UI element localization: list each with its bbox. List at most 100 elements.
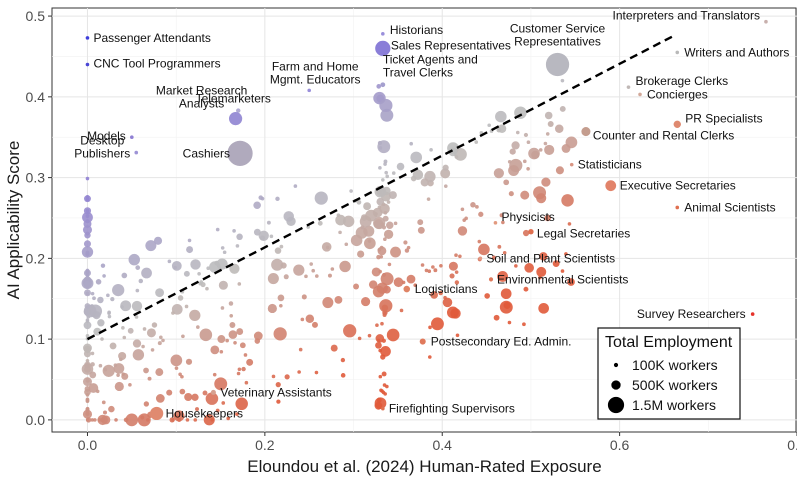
point-label-line: Telemarketers bbox=[196, 92, 271, 106]
occupation-point bbox=[500, 288, 512, 300]
occupation-point bbox=[184, 304, 189, 309]
occupation-point bbox=[382, 215, 389, 222]
occupation-point bbox=[103, 367, 108, 372]
occupation-point bbox=[85, 347, 90, 352]
occupation-point bbox=[83, 240, 92, 248]
point-label-market-research-analysts: Market Research Analysts bbox=[156, 84, 247, 111]
occupation-point bbox=[110, 296, 115, 302]
point-label-line: Firefighting Supervisors bbox=[389, 402, 515, 416]
background-points bbox=[81, 78, 578, 427]
legend-symbol bbox=[611, 380, 621, 390]
point-farm-and-home-mgmt-educators bbox=[307, 88, 312, 93]
occupation-point bbox=[560, 78, 565, 83]
occupation-point bbox=[217, 335, 226, 344]
point-label-firefighting-supervisors: Firefighting Supervisors bbox=[389, 402, 515, 416]
point-counter-and-rental-clerks bbox=[581, 127, 591, 137]
occupation-point bbox=[107, 314, 112, 319]
point-market-research-analysts bbox=[228, 112, 243, 126]
point-label-line: Executive Secretaries bbox=[620, 179, 736, 193]
occupation-point bbox=[283, 274, 289, 280]
occupation-point bbox=[128, 383, 132, 387]
occupation-point bbox=[379, 245, 384, 250]
trend-line bbox=[86, 35, 674, 341]
occupation-point bbox=[275, 196, 280, 202]
occupation-point bbox=[538, 302, 549, 314]
occupation-point bbox=[367, 239, 372, 243]
point-label-customer-service-representatives: Customer Service Representatives bbox=[510, 22, 606, 49]
occupation-point bbox=[210, 345, 220, 355]
occupation-point bbox=[380, 108, 394, 122]
point-label-historians: Historians bbox=[390, 23, 443, 37]
point-label-environmental-scientists: Environmental Scientists bbox=[497, 272, 628, 286]
occupation-point bbox=[424, 268, 429, 273]
point-label-line: Interpreters and Translators bbox=[613, 9, 760, 23]
occupation-point bbox=[334, 295, 343, 304]
occupation-point bbox=[90, 351, 95, 356]
occupation-point bbox=[128, 253, 140, 266]
occupation-point bbox=[448, 147, 458, 157]
occupation-point bbox=[460, 207, 465, 212]
occupation-point bbox=[266, 220, 271, 225]
occupation-point bbox=[203, 414, 215, 426]
occupation-point bbox=[470, 202, 476, 208]
occupation-point bbox=[212, 372, 217, 377]
occupation-point bbox=[497, 124, 507, 133]
occupation-point bbox=[507, 320, 512, 325]
occupation-point bbox=[478, 211, 484, 217]
occupation-point bbox=[383, 237, 387, 241]
occupation-point bbox=[539, 252, 548, 261]
occupation-point bbox=[491, 255, 497, 260]
point-label-line: Models bbox=[87, 129, 126, 143]
occupation-point bbox=[383, 285, 391, 294]
occupation-point bbox=[253, 201, 261, 210]
x-tick-label: 0.8 bbox=[787, 437, 797, 453]
occupation-point bbox=[429, 148, 433, 152]
occupation-point bbox=[377, 247, 382, 252]
occupation-point bbox=[239, 342, 246, 349]
point-telemarketers bbox=[236, 108, 241, 113]
occupation-point bbox=[428, 355, 432, 359]
occupation-point bbox=[317, 220, 323, 226]
occupation-point bbox=[387, 262, 392, 267]
occupation-point bbox=[85, 334, 90, 338]
legend-label: 100K workers bbox=[632, 357, 718, 373]
occupation-point bbox=[547, 121, 554, 127]
point-passenger-attendants bbox=[85, 36, 90, 40]
occupation-point bbox=[143, 367, 149, 374]
occupation-point bbox=[85, 197, 90, 201]
occupation-point bbox=[95, 389, 100, 394]
occupation-point bbox=[454, 280, 460, 285]
occupation-point bbox=[403, 240, 408, 245]
occupation-point bbox=[113, 363, 118, 367]
point-label-cnc-tool-programmers: CNC Tool Programmers bbox=[93, 57, 220, 71]
occupation-point bbox=[413, 283, 418, 288]
y-tick-label: 0.4 bbox=[26, 89, 46, 105]
occupation-point bbox=[171, 260, 182, 271]
occupation-point bbox=[125, 413, 139, 427]
occupation-point bbox=[439, 263, 443, 268]
point-label-line: Postsecondary Ed. Admin. bbox=[431, 335, 572, 349]
point-label-line: Historians bbox=[390, 23, 443, 37]
occupation-point bbox=[297, 370, 301, 374]
occupation-point bbox=[143, 401, 150, 407]
point-label-line: Representatives bbox=[514, 35, 601, 49]
y-tick-label: 0.1 bbox=[26, 331, 46, 347]
occupation-point bbox=[360, 225, 365, 230]
occupation-point bbox=[545, 132, 550, 136]
point-label-line: PR Specialists bbox=[685, 111, 762, 125]
occupation-point bbox=[495, 110, 507, 123]
occupation-point bbox=[150, 348, 155, 352]
point-label-line: Counter and Rental Clerks bbox=[593, 129, 734, 143]
point-label-line: Passenger Attendants bbox=[93, 31, 210, 45]
point-label-soil-and-plant-scientists: Soil and Plant Scientists bbox=[486, 251, 615, 265]
occupation-point bbox=[206, 266, 210, 271]
occupation-point bbox=[383, 159, 388, 164]
occupation-point bbox=[81, 363, 94, 375]
point-label-telemarketers: Telemarketers bbox=[196, 92, 271, 106]
point-label-line: Housekeepers bbox=[166, 406, 243, 420]
occupation-point bbox=[209, 261, 221, 273]
point-label-concierges: Concierges bbox=[647, 87, 708, 101]
occupation-point bbox=[300, 317, 305, 322]
occupation-point bbox=[85, 231, 90, 236]
point-sales-representatives bbox=[375, 40, 391, 57]
